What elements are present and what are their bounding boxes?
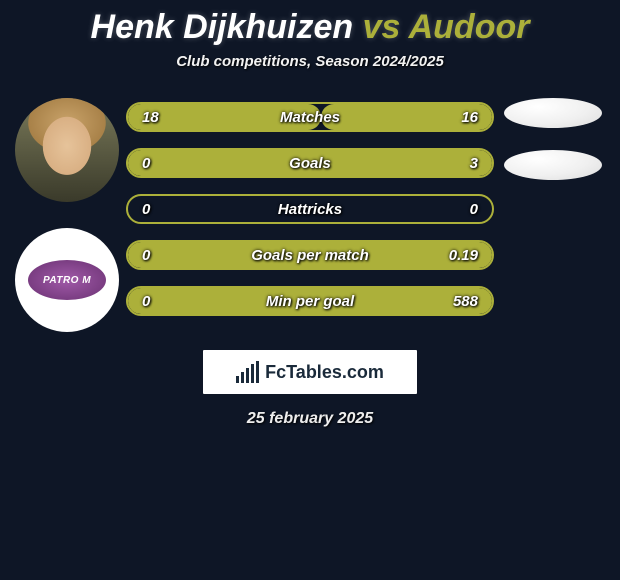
stat-value-right: 588 xyxy=(453,293,478,310)
stat-value-right: 16 xyxy=(461,109,478,126)
footer-logo: FcTables.com xyxy=(203,350,417,394)
comparison-title: Henk Dijkhuizen vs Audoor xyxy=(0,0,620,47)
player1-club: PATRO M xyxy=(15,228,119,332)
stats-column: 18 Matches 16 0 Goals 3 0 Hattricks 0 0 Goals per … xyxy=(126,98,494,332)
stat-bar: 0 Goals 3 xyxy=(126,148,494,178)
right-column xyxy=(494,98,612,332)
stat-value-left: 18 xyxy=(142,109,159,126)
stat-value-left: 0 xyxy=(142,293,150,310)
stat-value-left: 0 xyxy=(142,201,150,218)
player2-club-placeholder xyxy=(504,150,602,180)
left-column: PATRO M xyxy=(8,98,126,332)
stat-bar: 0 Min per goal 588 xyxy=(126,286,494,316)
player2-avatar-placeholder xyxy=(504,98,602,128)
stat-bar: 0 Hattricks 0 xyxy=(126,194,494,224)
stat-bar: 18 Matches 16 xyxy=(126,102,494,132)
footer-logo-text: FcTables.com xyxy=(265,362,384,383)
stat-bar: 0 Goals per match 0.19 xyxy=(126,240,494,270)
player1-avatar xyxy=(15,98,119,202)
stat-value-left: 0 xyxy=(142,247,150,264)
stat-value-right: 0 xyxy=(470,201,478,218)
stat-value-left: 0 xyxy=(142,155,150,172)
content-row: PATRO M 18 Matches 16 0 Goals 3 0 Hattricks 0 0 Go… xyxy=(0,98,620,332)
stat-label: Min per goal xyxy=(266,293,354,310)
stat-label: Goals per match xyxy=(251,247,369,264)
player2-name: Audoor xyxy=(409,8,530,46)
player1-face xyxy=(15,98,119,202)
stat-value-right: 3 xyxy=(470,155,478,172)
logo-bars-icon xyxy=(236,361,259,383)
subtitle: Club competitions, Season 2024/2025 xyxy=(0,53,620,70)
vs-word: vs xyxy=(363,8,401,46)
player1-name: Henk Dijkhuizen xyxy=(91,8,354,46)
player1-club-badge: PATRO M xyxy=(28,260,106,300)
club-badge-text: PATRO M xyxy=(43,275,91,286)
footer-date: 25 february 2025 xyxy=(0,410,620,428)
stat-value-right: 0.19 xyxy=(449,247,478,264)
stat-label: Matches xyxy=(280,109,340,126)
stat-label: Hattricks xyxy=(278,201,342,218)
stat-label: Goals xyxy=(289,155,331,172)
